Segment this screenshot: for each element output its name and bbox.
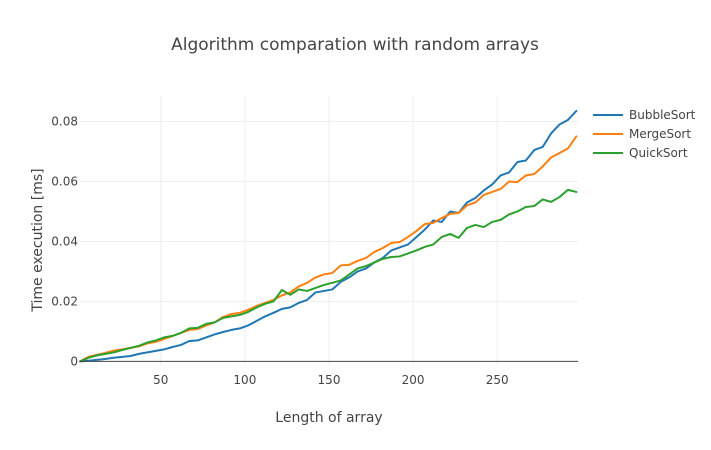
y-tick-label: 0.06: [51, 174, 78, 188]
legend-item-mergesort[interactable]: MergeSort: [593, 127, 691, 141]
y-axis-title: Time execution [ms]: [30, 168, 46, 312]
legend-item-bubblesort[interactable]: BubbleSort: [593, 108, 696, 122]
x-tick-label: 100: [233, 373, 256, 387]
axes: 50 100 150 200 250 0 0.02 0.04 0.06 0.08: [51, 114, 578, 387]
series-line-quicksort: [79, 188, 578, 363]
y-tick-label: 0.08: [51, 114, 78, 128]
legend-label: QuickSort: [629, 146, 688, 160]
x-tick-label: 250: [486, 373, 509, 387]
series-lines: [79, 109, 578, 363]
x-tick-label: 150: [318, 373, 341, 387]
y-tick-label: 0.02: [51, 294, 78, 308]
series-line-bubblesort: [79, 109, 578, 363]
x-axis-title: Length of array: [275, 410, 382, 426]
x-tick-label: 200: [402, 373, 425, 387]
legend-label: MergeSort: [629, 127, 691, 141]
legend-item-quicksort[interactable]: QuickSort: [593, 146, 688, 160]
x-tick-label: 50: [153, 373, 168, 387]
chart-title: Algorithm comparation with random arrays: [171, 35, 539, 55]
series-line-mergesort: [79, 135, 578, 363]
gridlines: [80, 96, 578, 365]
legend-label: BubbleSort: [629, 108, 696, 122]
y-tick-label: 0: [70, 354, 78, 368]
legend: BubbleSort MergeSort QuickSort: [593, 108, 696, 160]
y-tick-label: 0.04: [51, 234, 78, 248]
